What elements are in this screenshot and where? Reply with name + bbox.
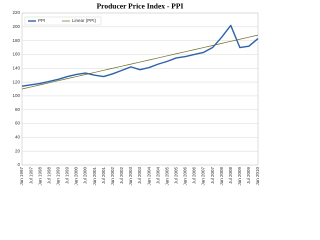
x-tick-label: Jan 1997 [19,167,24,186]
x-tick-label: Jul 1999 [65,167,70,185]
y-tick-label: 200 [12,24,20,29]
chart-title: Producer Price Index - PPI [97,2,184,11]
x-tick-label: Jan 2009 [237,167,242,186]
legend-label: PPI [38,18,45,23]
x-tick-label: Jan 2006 [183,167,188,186]
chart: Producer Price Index - PPI 0 20 40 60 80 100 1… [12,2,260,186]
x-tick-label: Jul 2001 [101,167,106,185]
x-tick-label: Jul 2006 [192,167,197,185]
x-tick-label: Jan 1999 [55,167,60,186]
x-tick-label: Jan 2007 [201,167,206,186]
legend-label: Linear (PPI) [72,18,97,23]
x-tick-label: Jul 2008 [228,167,233,185]
y-tick-label: 20 [15,148,21,153]
series-line [21,34,259,90]
y-tick-label: 220 [12,10,20,15]
y-tick-label: 40 [15,135,21,140]
x-tick-label: Jul 1997 [28,167,33,185]
x-tick-label: Jan 2001 [92,167,97,186]
x-tick-label: Jul 2002 [119,167,124,185]
y-tick-label: 100 [12,93,20,98]
y-tick-label: 120 [12,79,20,84]
series-line [21,24,259,87]
y-tick-label: 160 [12,52,20,57]
x-tick-label: Jan 2004 [146,167,151,186]
x-tick-label: Jul 2009 [246,167,251,185]
x-tick-label: Jul 1998 [46,167,51,185]
x-tick-label: Jan 2005 [164,167,169,186]
x-tick-label: Jan 2008 [219,167,224,186]
x-tick-label: Jan 2010 [255,167,260,186]
y-tick-label: 80 [15,107,21,112]
x-tick-label: Jul 2000 [83,167,88,185]
x-tick-label: Jan 2002 [110,167,115,186]
y-tick-label: 0 [17,162,20,167]
x-tick-label: Jan 2000 [74,167,79,186]
x-tick-label: Jan 1998 [37,167,42,186]
x-tick-label: Jul 2004 [155,167,160,185]
y-tick-label: 140 [12,65,20,70]
x-tick-label: Jul 2007 [210,167,215,185]
y-tick-label: 180 [12,38,20,43]
y-tick-label: 60 [15,121,21,126]
x-tick-label: Jul 2005 [173,167,178,185]
x-tick-label: Jul 2003 [137,167,142,185]
x-tick-label: Jan 2003 [128,167,133,186]
